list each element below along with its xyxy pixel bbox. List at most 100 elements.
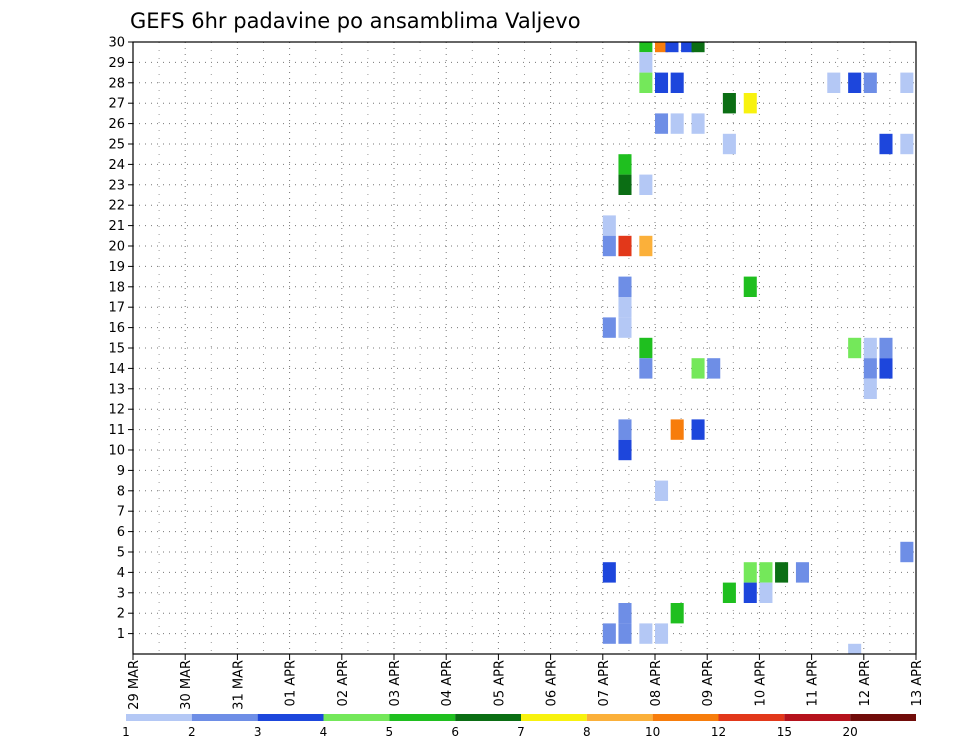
data-cell (691, 113, 705, 134)
x-tick-label: 05 APR (492, 660, 507, 706)
y-tick-label: 30 (108, 36, 125, 51)
data-cell (639, 72, 653, 93)
data-cell (681, 42, 695, 53)
y-tick-label: 29 (108, 56, 125, 71)
colorbar-swatch (323, 714, 390, 721)
data-cell (618, 623, 632, 644)
data-cell (691, 42, 705, 53)
data-cell (618, 603, 632, 624)
x-tick-label: 09 APR (701, 660, 716, 706)
data-cell (602, 215, 616, 236)
data-cell (639, 623, 653, 644)
colorbar-swatch (784, 714, 851, 721)
y-tick-label: 14 (108, 362, 125, 377)
data-cell (900, 541, 914, 563)
colorbar-label: 10 (645, 725, 660, 739)
data-cell (879, 337, 893, 359)
y-tick-label: 25 (108, 138, 125, 153)
data-cell (618, 419, 632, 440)
y-tick-label: 5 (117, 546, 125, 561)
colorbar-swatch (850, 714, 916, 721)
colorbar-swatch (455, 714, 521, 721)
data-cell (618, 439, 632, 461)
y-tick-label: 1 (117, 627, 125, 642)
x-tick-label: 11 APR (806, 660, 821, 706)
y-tick-label: 16 (108, 321, 125, 336)
data-cell (618, 317, 632, 338)
colorbar-swatch (586, 714, 653, 721)
colorbar-label: 8 (583, 725, 591, 739)
y-tick-label: 15 (108, 342, 125, 357)
x-tick-label: 04 APR (440, 660, 455, 706)
data-cell (722, 93, 736, 114)
data-cell (670, 603, 684, 624)
data-cell (602, 562, 616, 583)
data-cell (759, 582, 773, 603)
colorbar-label: 2 (188, 725, 196, 739)
y-tick-label: 24 (108, 158, 125, 173)
colorbar-swatch (191, 714, 258, 721)
x-tick-label: 31 MAR (231, 660, 246, 710)
data-cell (602, 317, 616, 338)
data-cell (863, 358, 877, 379)
data-cell (670, 113, 684, 134)
y-tick-label: 7 (117, 505, 125, 520)
data-cell (827, 72, 841, 93)
y-tick-label: 21 (108, 219, 125, 234)
data-cell (655, 42, 669, 53)
y-tick-label: 23 (108, 178, 125, 193)
data-cell (879, 133, 893, 155)
y-tick-label: 2 (117, 607, 125, 622)
data-cell (879, 358, 893, 379)
data-cell (759, 562, 773, 583)
y-tick-label: 20 (108, 240, 125, 255)
x-axis: 29 MAR 30 MAR 31 MAR 01 APR 02 APR 03 APR 04 A… (127, 654, 925, 710)
x-tick-label: 03 APR (388, 660, 403, 706)
data-cell (743, 93, 757, 114)
x-tick-label: 07 APR (597, 660, 612, 706)
data-cell (665, 42, 679, 53)
chart-title: GEFS 6hr padavine po ansamblima Valjevo (130, 9, 581, 33)
y-tick-label: 19 (108, 260, 125, 275)
data-cell (655, 623, 669, 644)
data-cell (618, 174, 632, 195)
data-cell (743, 276, 757, 297)
colorbar-swatch (652, 714, 719, 721)
colorbar-label: 6 (451, 725, 459, 739)
colorbar-label: 12 (711, 725, 726, 739)
data-cell (655, 72, 669, 93)
data-cell (618, 297, 632, 318)
y-tick-label: 12 (108, 403, 125, 418)
y-tick-label: 10 (108, 444, 125, 459)
y-tick-label: 8 (117, 484, 125, 499)
y-tick-label: 6 (117, 525, 125, 540)
data-cell (707, 358, 721, 379)
data-cell (848, 643, 862, 654)
x-tick-label: 30 MAR (179, 660, 194, 710)
data-cell (722, 582, 736, 603)
cells (602, 42, 914, 654)
data-cell (863, 72, 877, 93)
x-tick-label: 08 APR (649, 660, 664, 706)
y-axis: 1234567891011121314151617181920212223242… (108, 36, 133, 642)
data-cell (863, 378, 877, 399)
data-cell (900, 72, 914, 93)
data-cell (900, 133, 914, 155)
data-cell (775, 562, 789, 583)
data-cell (639, 174, 653, 195)
colorbar: 1 2 3 4 5 6 7 8 10 12 15 20 (122, 714, 916, 739)
y-tick-label: 18 (108, 280, 125, 295)
data-cell (743, 582, 757, 603)
x-tick-label: 12 APR (858, 660, 873, 706)
y-tick-label: 27 (108, 97, 125, 112)
x-tick-label: 06 APR (545, 660, 560, 706)
data-cell (639, 337, 653, 359)
data-cell (743, 562, 757, 583)
x-tick-label: 29 MAR (127, 660, 142, 710)
x-tick-label: 02 APR (336, 660, 351, 706)
colorbar-swatch (389, 714, 456, 721)
data-cell (655, 113, 669, 134)
data-cell (618, 154, 632, 175)
data-cell (848, 337, 862, 359)
y-tick-label: 28 (108, 76, 125, 91)
